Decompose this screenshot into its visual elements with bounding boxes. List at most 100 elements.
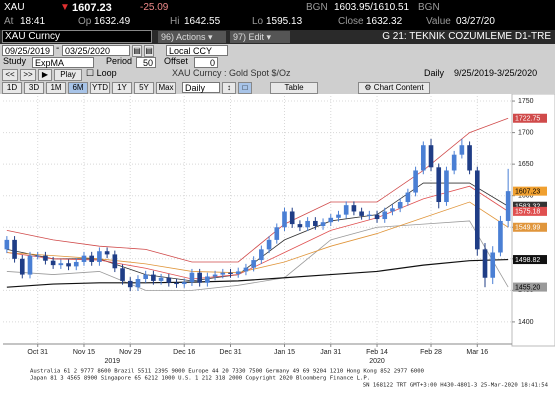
- actions-num: 96): [161, 32, 175, 42]
- candle-body: [282, 211, 287, 228]
- last-value-tag: [513, 201, 547, 211]
- last-value-label: 1549.99: [515, 225, 540, 232]
- high-label: Hi: [170, 16, 180, 27]
- period-button[interactable]: 1D: [2, 82, 22, 94]
- start-date[interactable]: 09/25/2019: [2, 45, 54, 56]
- edit-num: 97): [233, 32, 247, 42]
- last-value-label: 1722.75: [515, 116, 540, 123]
- candle-body: [374, 214, 380, 220]
- x-tick-label: Jan 15: [274, 349, 295, 356]
- period-button[interactable]: YTD: [90, 82, 110, 94]
- candle-body: [459, 145, 465, 155]
- candle-body: [228, 272, 233, 274]
- candle-body: [490, 252, 496, 278]
- chart-content[interactable]: ⚙ Chart Content: [358, 82, 430, 94]
- candle-body: [505, 191, 511, 221]
- candle-body: [305, 220, 310, 228]
- candle-body: [390, 208, 395, 212]
- candle-body: [58, 263, 64, 266]
- offset[interactable]: 0: [194, 57, 218, 68]
- x-tick-label: Dec 31: [219, 349, 241, 356]
- edit-menu[interactable]: 97) Edit ▾: [230, 31, 290, 43]
- last-value-tag: [513, 222, 547, 232]
- calendar[interactable]: ▤: [132, 45, 142, 57]
- candle-body: [351, 205, 357, 212]
- last-value-tag: [513, 113, 547, 123]
- description: XAU Curncy : Gold Spot $/Oz: [172, 68, 291, 78]
- candle-body: [436, 167, 442, 203]
- security-input[interactable]: XAU Curncy: [2, 30, 152, 43]
- candle-body: [120, 268, 125, 281]
- bid-label: BGN: [418, 2, 440, 13]
- x-tick-label: Nov 15: [73, 349, 95, 356]
- currency[interactable]: Local CCY: [166, 45, 228, 56]
- period[interactable]: 50: [136, 57, 156, 68]
- rewind[interactable]: <<: [2, 69, 18, 81]
- candle-body: [166, 277, 172, 283]
- footer-line: SN 168122 TRT GMT+3:00 H430-4801-3 25-Ma…: [363, 383, 549, 389]
- candle-body: [336, 214, 341, 218]
- candle-body: [135, 279, 141, 288]
- close-label: Close: [338, 16, 364, 27]
- table[interactable]: Table: [270, 82, 318, 94]
- period-label: Period: [106, 56, 133, 66]
- study[interactable]: ExpMA: [32, 57, 94, 68]
- candle-body: [266, 239, 272, 250]
- y-tick-label: 1700: [518, 129, 534, 136]
- loop-label: Loop: [96, 68, 117, 78]
- period-select[interactable]: Daily: [182, 82, 220, 93]
- tool[interactable]: ↕: [222, 82, 236, 94]
- candle-body: [313, 220, 318, 226]
- candle-body: [367, 214, 372, 216]
- candle-body: [482, 249, 488, 278]
- change: -25.09: [140, 2, 169, 13]
- period-button[interactable]: 6M: [68, 82, 88, 94]
- candle-body: [235, 271, 241, 274]
- footer-line: Japan 81 3 4565 8900 Singapore 65 6212 1…: [30, 376, 370, 382]
- period-button[interactable]: 3D: [24, 82, 44, 94]
- candle-body: [343, 205, 349, 215]
- high: 1642.55: [184, 16, 221, 27]
- offset-label: Offset: [164, 56, 188, 66]
- command-bar: XAU Curncy 96) Actions ▾ 97) Edit ▾ G 21…: [0, 30, 555, 44]
- calendar[interactable]: ▤: [144, 45, 154, 57]
- range: 9/25/2019-3/25/2020: [454, 68, 538, 78]
- candle-body: [151, 274, 156, 281]
- period-button[interactable]: 1Y: [112, 82, 132, 94]
- close: 1632.32: [366, 16, 403, 27]
- period-button[interactable]: 5Y: [134, 82, 154, 94]
- period-button[interactable]: Max: [156, 82, 176, 94]
- chart: 14001450150015501600165017001750Oct 31No…: [0, 94, 555, 400]
- candle-body: [205, 276, 210, 283]
- quote-bar: XAU ▼ 1607.23 -25.09 BGN 1603.95/1610.51…: [0, 0, 555, 30]
- actions: Actions: [176, 32, 206, 42]
- candle-body: [212, 274, 218, 277]
- candle-body: [43, 255, 48, 261]
- actions-menu[interactable]: 96) Actions ▾: [158, 31, 226, 43]
- period-button[interactable]: 1M: [46, 82, 66, 94]
- value-label: Value: [426, 16, 451, 27]
- forward[interactable]: >>: [20, 69, 36, 81]
- last-value-label: 1498.82: [515, 257, 540, 264]
- loop[interactable]: ☐ Loop: [86, 68, 117, 78]
- step[interactable]: ▶: [38, 69, 52, 81]
- last-value-label: 1607.23: [515, 188, 540, 195]
- x-tick-label: Jan 31: [320, 349, 341, 356]
- x-tick-label: Dec 16: [173, 349, 195, 356]
- candle-body: [81, 255, 87, 262]
- play[interactable]: Play: [54, 69, 82, 81]
- ticker: XAU: [4, 2, 25, 13]
- candle-body: [444, 170, 449, 203]
- end-date[interactable]: 03/25/2020: [62, 45, 130, 56]
- last-value-tag: [513, 255, 547, 265]
- last-price: 1607.23: [72, 2, 112, 14]
- candle-body: [66, 263, 71, 267]
- last-value-label: 1575.18: [515, 209, 540, 216]
- x-tick-label: Feb 28: [420, 349, 442, 356]
- bid-ask: 1603.95/1610.51: [334, 2, 410, 13]
- study-label: Study: [3, 56, 27, 66]
- candle-body: [89, 255, 95, 262]
- tool[interactable]: □: [238, 82, 252, 94]
- candle-body: [158, 277, 164, 281]
